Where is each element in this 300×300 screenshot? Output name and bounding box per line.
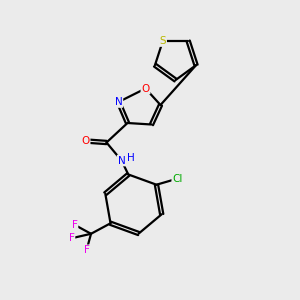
Text: N: N [115, 97, 122, 107]
Text: O: O [141, 83, 150, 94]
Text: Cl: Cl [172, 174, 183, 184]
Text: H: H [127, 153, 135, 164]
Text: F: F [69, 233, 74, 243]
Text: F: F [72, 220, 77, 230]
Text: F: F [84, 245, 89, 255]
Text: N: N [118, 155, 125, 166]
Text: S: S [160, 36, 166, 46]
Text: O: O [81, 136, 90, 146]
